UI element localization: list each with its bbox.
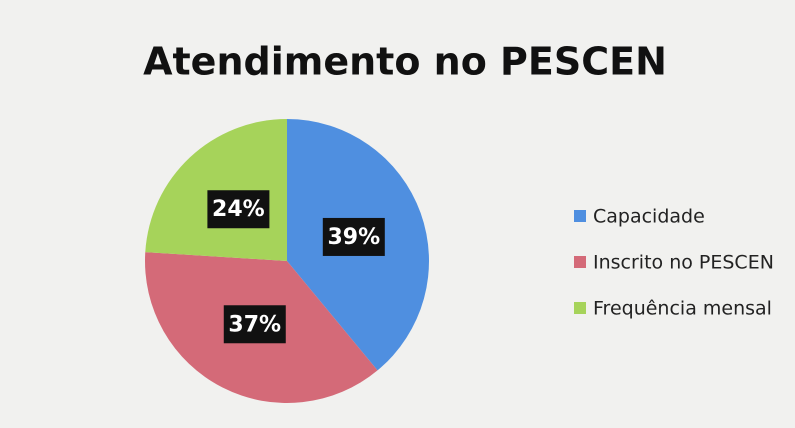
legend-label: Inscrito no PESCEN — [593, 252, 774, 274]
legend-swatch — [574, 210, 586, 222]
legend-swatch — [574, 256, 586, 268]
chart-title: Atendimento no PESCEN — [143, 40, 667, 84]
legend-label: Frequência mensal — [593, 298, 772, 320]
data-label: 37% — [228, 312, 281, 337]
data-label-box — [322, 217, 385, 256]
data-label: 39% — [327, 225, 380, 250]
data-label-box — [207, 190, 270, 229]
legend-label: Capacidade — [593, 206, 705, 228]
data-label: 24% — [212, 197, 265, 222]
legend-swatch — [574, 302, 586, 314]
data-label-box — [223, 305, 286, 344]
